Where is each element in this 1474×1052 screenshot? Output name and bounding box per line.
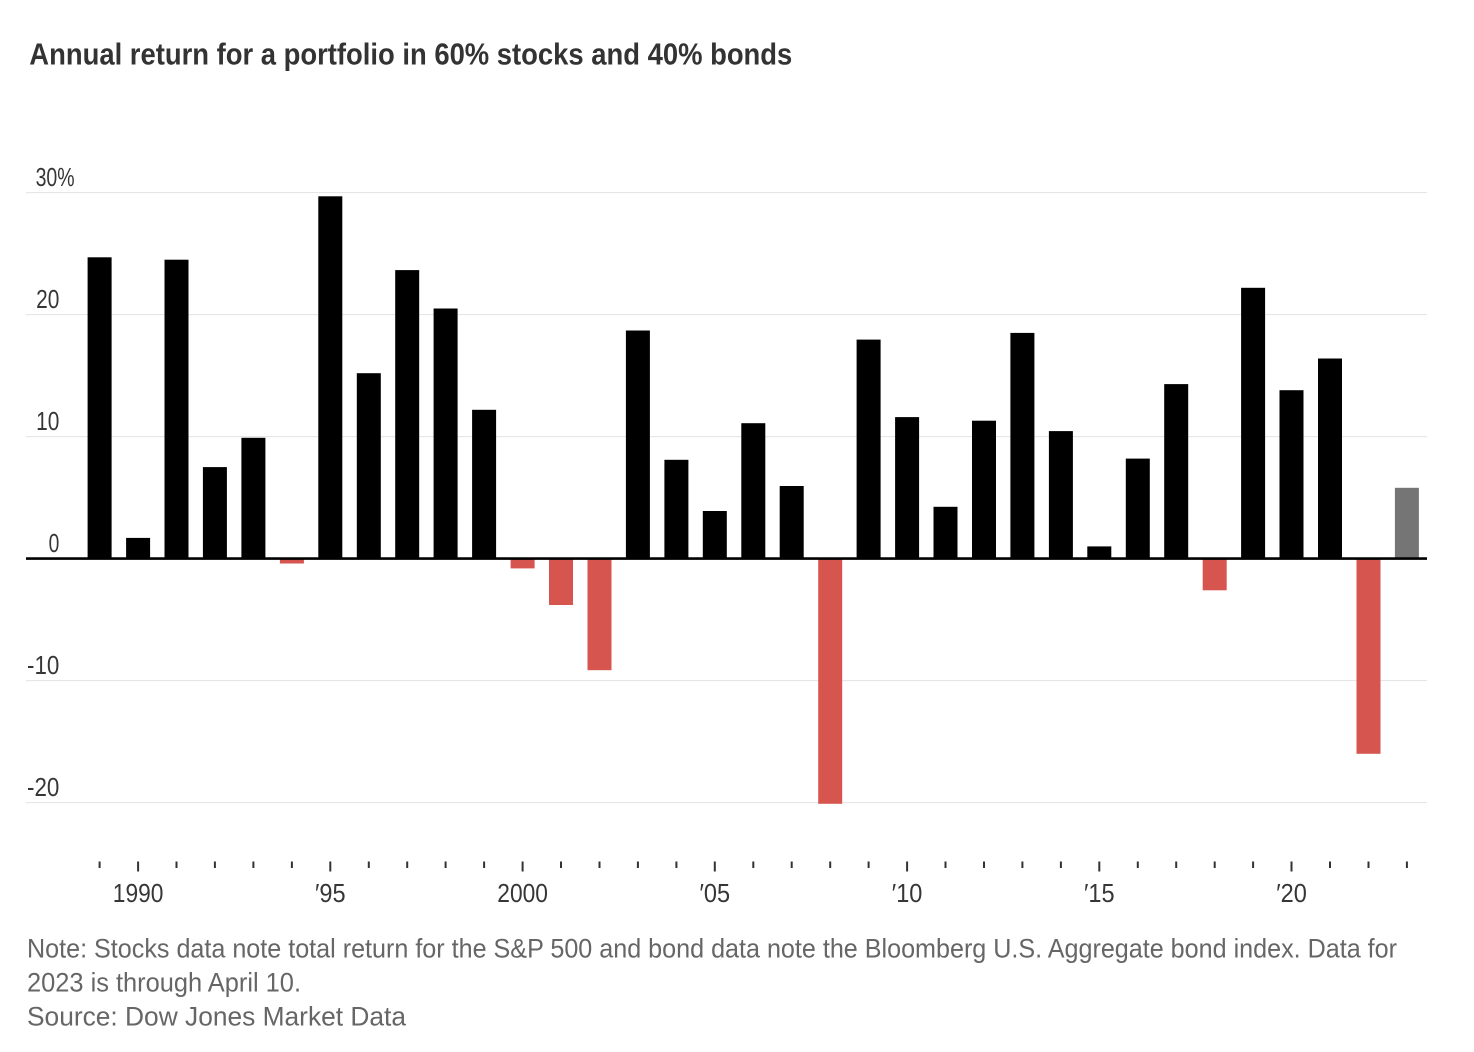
svg-text:-10: -10	[27, 650, 59, 680]
svg-text:Note: Stocks data note total r: Note: Stocks data note total return for …	[27, 934, 1397, 964]
svg-text:Annual return for a portfolio: Annual return for a portfolio in 60% sto…	[29, 36, 792, 71]
svg-text:10: 10	[36, 406, 59, 436]
svg-text:′10: ′10	[892, 878, 923, 908]
svg-text:′95: ′95	[315, 878, 346, 908]
svg-text:1990: 1990	[113, 878, 164, 908]
svg-text:0: 0	[49, 528, 60, 558]
svg-text:′15: ′15	[1084, 878, 1115, 908]
svg-text:30%: 30%	[36, 162, 75, 192]
svg-text:2023 is through April 10.: 2023 is through April 10.	[27, 968, 301, 998]
svg-text:′05: ′05	[700, 878, 731, 908]
svg-text:Source: Dow Jones Market Data: Source: Dow Jones Market Data	[27, 1001, 407, 1031]
svg-text:′20: ′20	[1276, 878, 1307, 908]
svg-text:-20: -20	[27, 772, 59, 802]
svg-text:20: 20	[36, 284, 59, 314]
svg-text:2000: 2000	[497, 878, 548, 908]
